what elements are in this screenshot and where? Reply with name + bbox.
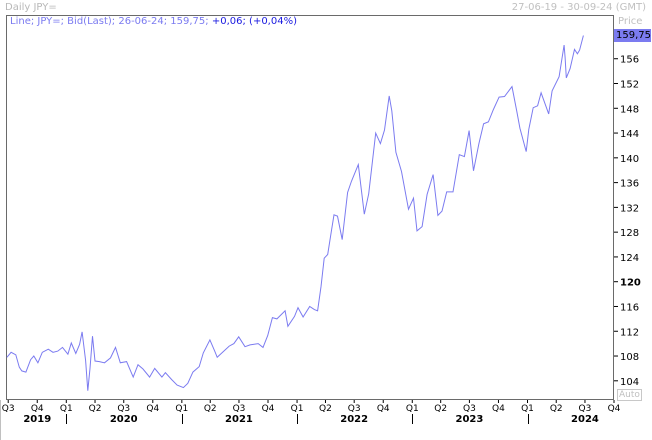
x-tick-label: Q4 <box>377 404 390 414</box>
y-tick-label: 104 <box>620 377 639 388</box>
x-tick-label: Q4 <box>146 404 159 414</box>
x-tick-label: Q4 <box>492 404 505 414</box>
x-tick-label: Q2 <box>89 404 102 414</box>
x-tick-label: Q2 <box>550 404 563 414</box>
y-tick-label: 120 <box>620 278 641 289</box>
y-tick-label: 136 <box>620 179 639 190</box>
x-tick-label: Q3 <box>579 404 592 414</box>
y-tick-label: 116 <box>620 302 639 313</box>
x-tick-label: Q3 <box>2 404 15 414</box>
y-tick-label: 152 <box>620 80 639 91</box>
y-tick-label: 112 <box>620 327 639 338</box>
x-tick-label: Q2 <box>204 404 217 414</box>
x-tick-label: Q1 <box>175 404 188 414</box>
x-tick-label: Q3 <box>348 404 361 414</box>
x-tick-label: Q1 <box>60 404 73 414</box>
x-tick-label: Q3 <box>463 404 476 414</box>
x-tick-label: Q1 <box>291 404 304 414</box>
year-label: 2020 <box>110 414 138 425</box>
y-tick-label: 144 <box>620 129 639 140</box>
x-tick-label: Q3 <box>233 404 246 414</box>
y-tick-label: 148 <box>620 104 639 115</box>
x-tick-label: Q4 <box>31 404 44 414</box>
y-tick-label: 128 <box>620 228 639 239</box>
year-label: 2019 <box>23 414 51 425</box>
price-line <box>6 35 584 391</box>
year-label: 2024 <box>571 414 599 425</box>
y-tick-label: 156 <box>620 55 639 66</box>
legend-text: Line; JPY=; Bid(Last); 26-06-24; 159,75; <box>10 16 209 27</box>
x-tick-label: Q1 <box>521 404 534 414</box>
y-tick-label: 124 <box>620 253 639 264</box>
x-tick-label: Q3 <box>117 404 130 414</box>
left-border <box>0 400 1 440</box>
year-label: 2021 <box>225 414 253 425</box>
x-tick-label: Q2 <box>434 404 447 414</box>
plot-area[interactable] <box>6 15 614 400</box>
chart-title: Daily JPY= <box>5 2 57 13</box>
legend-change: +0,06; (+0,04%) <box>211 16 297 27</box>
y-tick-label: 108 <box>620 352 639 363</box>
x-tick-label: Q4 <box>262 404 275 414</box>
date-range: 27-06-19 - 30-09-24 (GMT) <box>511 2 646 13</box>
auto-scale-button[interactable]: Auto <box>617 389 642 401</box>
y-tick-label: 140 <box>620 154 639 165</box>
last-price-badge: 159,75 <box>614 29 651 42</box>
year-label: 2023 <box>455 414 483 425</box>
price-axis-title: Price <box>618 16 643 27</box>
x-tick-label: Q2 <box>319 404 332 414</box>
y-tick-label: 132 <box>620 203 639 214</box>
year-label: 2022 <box>340 414 368 425</box>
series-legend: Line; JPY=; Bid(Last); 26-06-24; 159,75;… <box>10 16 297 27</box>
x-tick-label: Q1 <box>406 404 419 414</box>
x-tick-label: Q4 <box>608 404 621 414</box>
